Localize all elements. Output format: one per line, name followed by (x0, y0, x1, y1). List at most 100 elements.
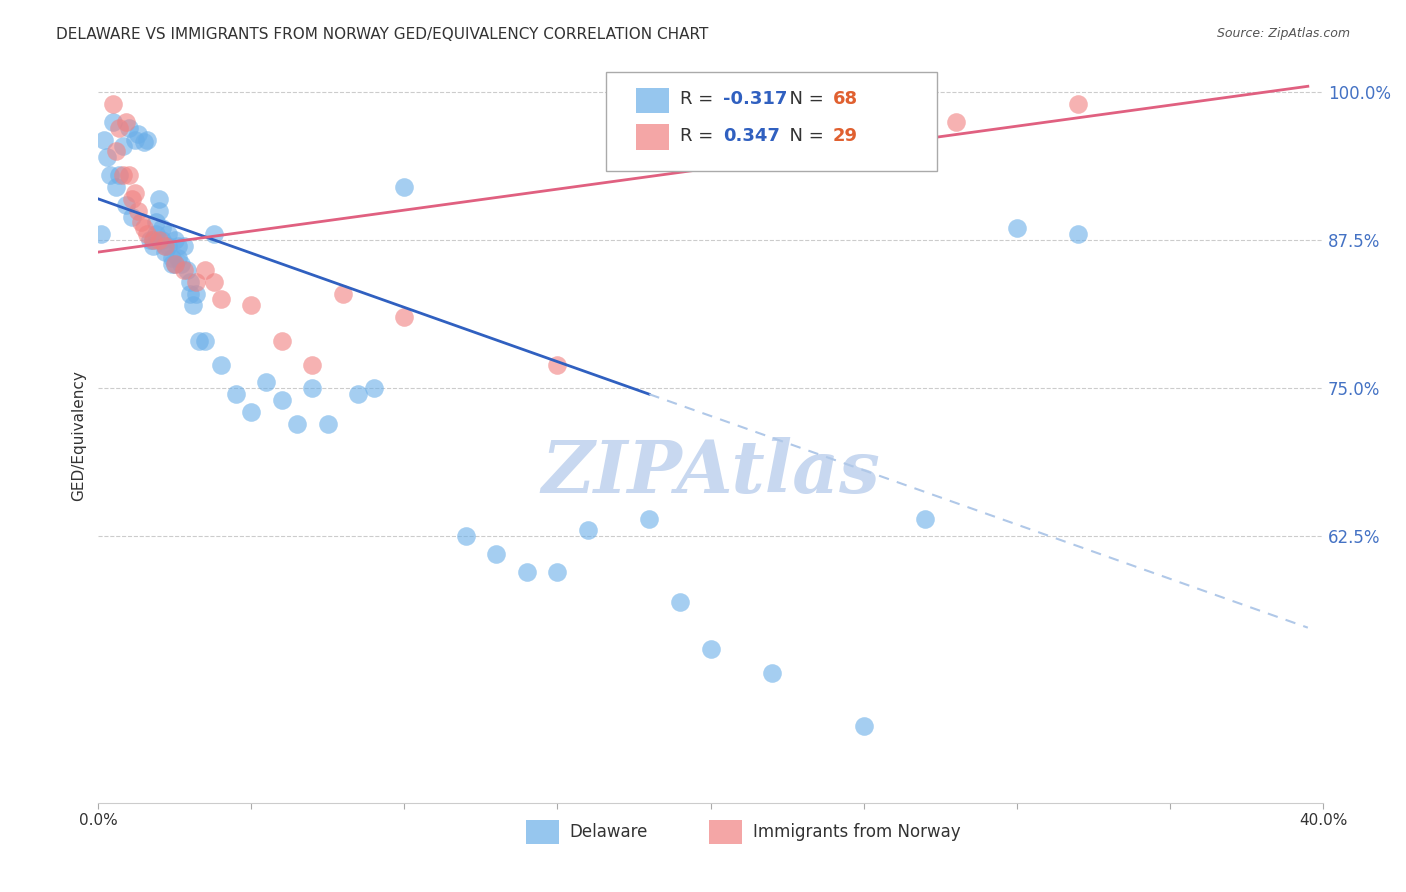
Point (240, 298, 263, 312)
Point (108, 120, 131, 135)
Point (145, 215, 167, 229)
Point (225, 387, 247, 401)
Point (142, 239, 165, 253)
Point (127, 203, 149, 218)
Point (363, 381, 385, 395)
Text: Delaware: Delaware (569, 823, 648, 841)
Point (155, 245, 177, 260)
Text: N =: N = (778, 90, 830, 108)
Point (852, 719, 875, 733)
Point (148, 192, 170, 206)
Point (638, 511, 661, 525)
Point (485, 547, 508, 561)
Text: DELAWARE VS IMMIGRANTS FROM NORWAY GED/EQUIVALENCY CORRELATION CHART: DELAWARE VS IMMIGRANTS FROM NORWAY GED/E… (56, 27, 709, 42)
Point (127, 127, 149, 141)
Point (204, 227, 226, 242)
Point (394, 310, 416, 325)
FancyBboxPatch shape (710, 821, 742, 844)
Point (108, 168, 131, 182)
Point (179, 275, 201, 289)
Point (347, 387, 370, 401)
Point (240, 405, 263, 419)
Point (160, 257, 183, 271)
Point (136, 132, 159, 146)
Point (163, 233, 186, 247)
Point (576, 524, 599, 538)
Point (270, 393, 292, 408)
Point (181, 298, 204, 312)
Text: ZIPAtlas: ZIPAtlas (541, 437, 880, 508)
Point (761, 665, 783, 680)
FancyBboxPatch shape (606, 72, 938, 171)
Point (160, 251, 183, 265)
Point (194, 263, 217, 277)
FancyBboxPatch shape (526, 821, 558, 844)
Point (142, 233, 165, 247)
Point (96, 150, 118, 164)
Point (256, 376, 278, 390)
Text: Source: ZipAtlas.com: Source: ZipAtlas.com (1216, 27, 1350, 40)
Point (669, 594, 692, 608)
Point (150, 233, 173, 247)
Point (157, 227, 180, 242)
Point (179, 286, 201, 301)
FancyBboxPatch shape (636, 87, 669, 113)
Point (118, 120, 141, 135)
Point (394, 180, 416, 194)
Point (1067, 97, 1090, 112)
Point (132, 135, 155, 149)
Point (105, 145, 128, 159)
Point (114, 115, 136, 129)
Point (129, 215, 152, 229)
Text: R =: R = (681, 90, 718, 108)
Point (145, 227, 167, 242)
Point (142, 233, 165, 247)
Point (546, 565, 568, 579)
FancyBboxPatch shape (636, 124, 669, 150)
Text: 68: 68 (834, 90, 858, 108)
Point (516, 565, 538, 579)
Point (945, 115, 967, 129)
Point (163, 257, 186, 271)
Point (148, 233, 170, 247)
Point (176, 263, 198, 277)
Point (301, 358, 323, 372)
Point (98, 168, 121, 182)
Point (170, 257, 193, 271)
Point (155, 239, 177, 253)
Point (157, 239, 180, 253)
Point (184, 275, 207, 289)
Point (454, 529, 477, 543)
Point (150, 221, 173, 235)
Text: R =: R = (681, 127, 718, 145)
Point (111, 168, 134, 182)
Point (316, 417, 339, 431)
Point (285, 417, 308, 431)
Point (132, 221, 155, 235)
Y-axis label: GED/Equivalency: GED/Equivalency (72, 370, 86, 501)
Point (332, 286, 354, 301)
Point (173, 263, 195, 277)
Point (1067, 227, 1090, 242)
Point (103, 115, 125, 129)
Point (90, 227, 112, 242)
Point (166, 251, 188, 265)
Point (699, 641, 721, 656)
Point (166, 239, 188, 253)
Point (209, 358, 232, 372)
Text: 29: 29 (834, 127, 858, 145)
Point (103, 97, 125, 112)
Point (204, 275, 226, 289)
Point (173, 239, 195, 253)
Point (155, 239, 177, 253)
Point (105, 180, 128, 194)
Point (114, 198, 136, 212)
Point (194, 334, 217, 348)
Point (270, 334, 292, 348)
Point (93, 132, 115, 146)
Text: Immigrants from Norway: Immigrants from Norway (754, 823, 962, 841)
Point (118, 168, 141, 182)
Text: -0.317: -0.317 (723, 90, 787, 108)
Point (184, 286, 207, 301)
Point (148, 203, 170, 218)
